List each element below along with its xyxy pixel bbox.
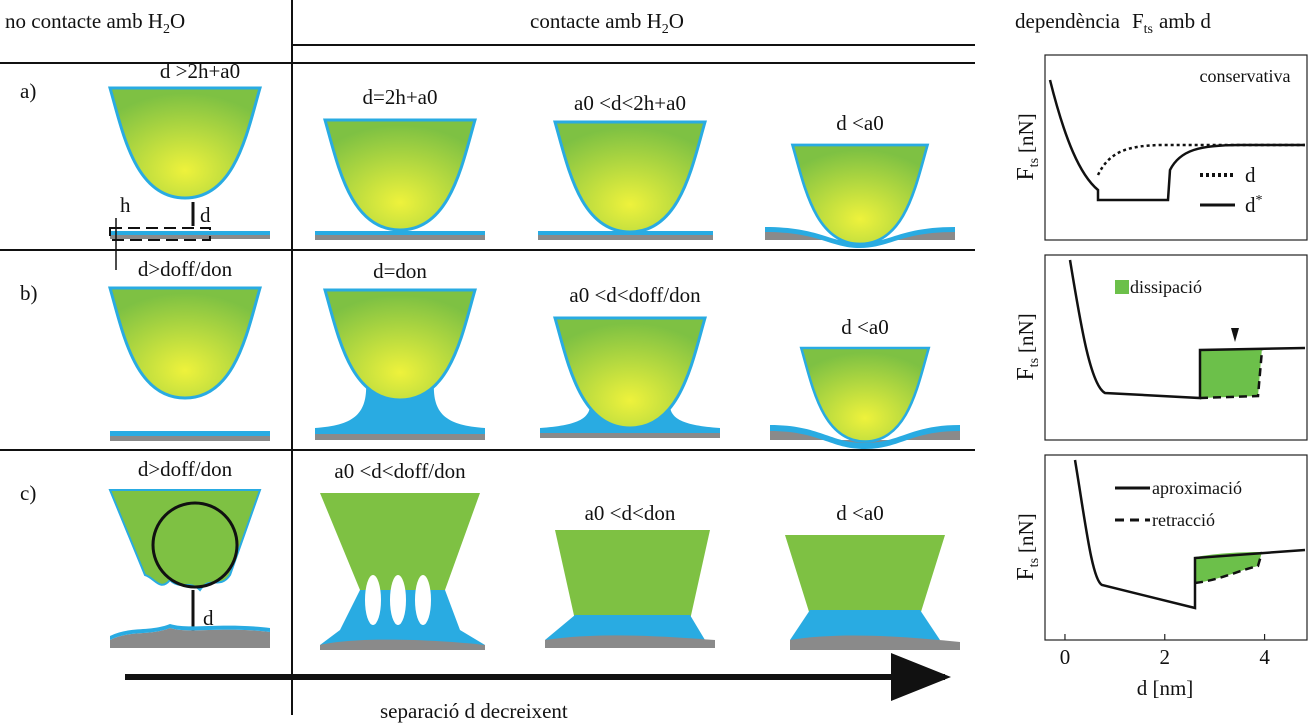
footer: separació d decreixent <box>380 699 568 723</box>
y-axis-label: Fts[nN] <box>1013 113 1042 180</box>
cell-label: d <a0 <box>841 315 888 339</box>
cell-label: d <a0 <box>836 111 883 135</box>
figure: no contacte amb H2O contacte amb H2O dep… <box>0 0 1311 726</box>
x-axis-label: d [nm] <box>1137 676 1194 700</box>
cell-label: d>doff/don <box>138 457 233 481</box>
row-b-drawings <box>110 288 960 449</box>
y-axis-label: Fts[nN] <box>1013 313 1042 380</box>
annotation: h <box>120 193 131 217</box>
cell-label: d >2h+a0 <box>160 59 240 83</box>
legend-label: aproximació <box>1152 478 1242 498</box>
x-tick-label: 0 <box>1060 645 1071 669</box>
row-a-drawings: d h <box>110 88 955 270</box>
x-tick-label: 2 <box>1160 645 1171 669</box>
cell-label: a0 <d<2h+a0 <box>574 91 686 115</box>
plot-title: conservativa <box>1200 66 1291 86</box>
legend-label: retracció <box>1152 510 1215 530</box>
cell-label: d>doff/don <box>138 257 233 281</box>
row-label: b) <box>20 281 38 305</box>
row-label: c) <box>20 481 36 505</box>
cell-label: d=2h+a0 <box>362 85 437 109</box>
cell-label: d <a0 <box>836 501 883 525</box>
legend-label: d <box>1245 163 1256 187</box>
x-tick-label: 4 <box>1259 645 1270 669</box>
header: no contacte amb H2O <box>5 9 185 37</box>
row-label: a) <box>20 79 36 103</box>
legend-label: d* <box>1245 193 1263 217</box>
cell-label: a0 <d<don <box>585 501 676 525</box>
cell-label: a0 <d<doff/don <box>334 459 466 483</box>
y-axis-label: Fts[nN] <box>1013 513 1042 580</box>
header: contacte amb H2O <box>530 9 684 37</box>
legend-label: dissipació <box>1130 277 1202 297</box>
row-c-drawings: d <box>110 490 960 650</box>
cell-label: d=don <box>373 259 427 283</box>
annotation: d <box>200 203 211 227</box>
cell-label: a0 <d<doff/don <box>569 283 701 307</box>
